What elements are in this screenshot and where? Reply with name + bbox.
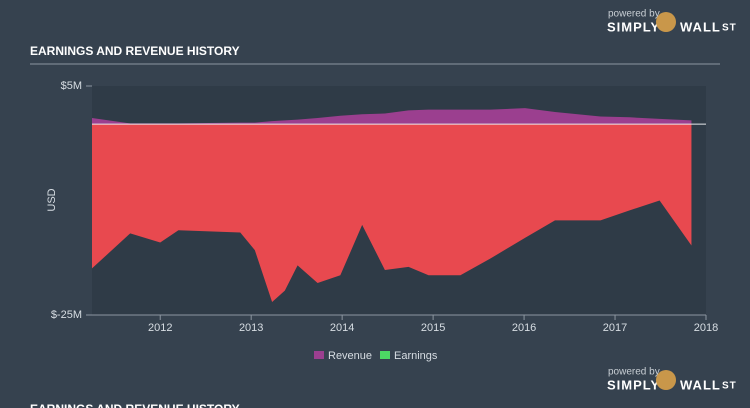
x-tick-label: 2017 (603, 322, 627, 334)
brand-name: SIMPLY (607, 19, 660, 34)
brand-name: ST (722, 381, 737, 392)
brand-top: powered by SIMPLY WALL ST (607, 9, 737, 35)
area (92, 124, 692, 303)
x-tick-label: 2014 (330, 322, 354, 334)
legend-label: Earnings (394, 350, 438, 362)
brand-name: WALL (680, 377, 721, 392)
legend-swatch (380, 351, 390, 359)
x-tick-label: 2018 (694, 322, 718, 334)
brand-icon (656, 12, 676, 32)
area (92, 108, 692, 125)
x-tick-label: 2013 (239, 322, 263, 334)
chart-title: EARNINGS AND REVENUE HISTORY (30, 44, 240, 58)
brand-tagline: powered by (608, 367, 660, 378)
brand-name: WALL (680, 19, 721, 34)
brand-icon (656, 370, 676, 390)
y-axis-label: USD (46, 188, 58, 211)
y-tick-label: $5M (61, 80, 82, 92)
brand-bottom: powered by SIMPLY WALL ST (607, 367, 737, 393)
legend-label: Revenue (328, 350, 372, 362)
x-tick-label: 2015 (421, 322, 445, 334)
brand-name: ST (722, 23, 737, 34)
x-tick-label: 2016 (512, 322, 536, 334)
y-tick-label: $-25M (51, 309, 82, 321)
x-tick-label: 2012 (148, 322, 172, 334)
chart-title-repeat: EARNINGS AND REVENUE HISTORY (30, 402, 240, 408)
brand-tagline: powered by (608, 9, 660, 20)
brand-name: SIMPLY (607, 377, 660, 392)
legend-swatch (314, 351, 324, 359)
